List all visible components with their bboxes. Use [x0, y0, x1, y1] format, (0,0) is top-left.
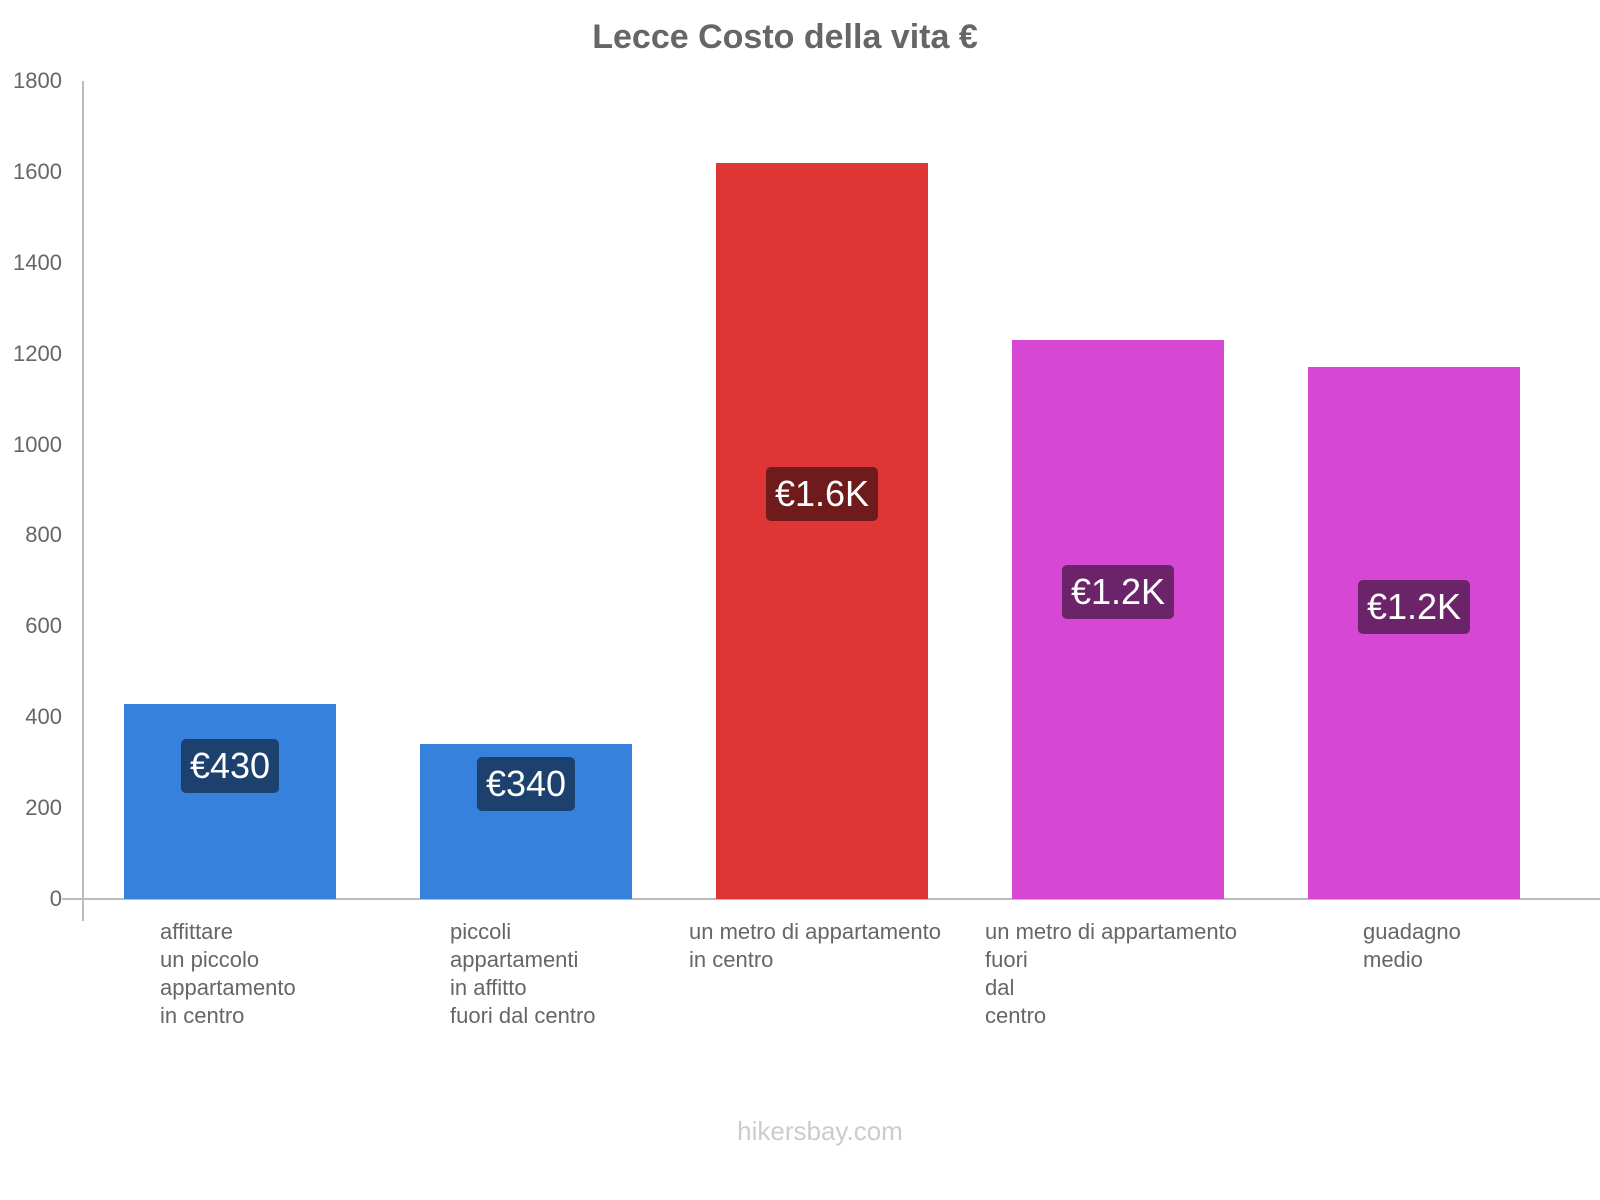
bar-value-badge: €340 — [476, 757, 576, 812]
y-tick-label: 200 — [25, 795, 62, 821]
y-tick-label: 600 — [25, 613, 62, 639]
y-tick-label: 1800 — [13, 68, 62, 93]
bar[interactable] — [716, 162, 928, 899]
y-tick-label: 1600 — [13, 158, 62, 184]
y-tick-label: 1400 — [13, 249, 62, 275]
y-axis-line — [82, 81, 84, 921]
watermark: hikersbay.com — [737, 1116, 903, 1146]
x-category-label: affittare un piccolo appartamento in cen… — [160, 919, 296, 1028]
x-category-label: guadagno medio — [1363, 919, 1461, 972]
bar[interactable] — [124, 703, 336, 899]
chart-title: Lecce Costo della vita € — [592, 18, 978, 56]
bar-value-badge: €1.2K — [1061, 564, 1175, 619]
x-category-label: un metro di appartamento in centro — [689, 919, 941, 972]
bar-value-badge: €1.6K — [765, 467, 879, 522]
bar-value-badge: €430 — [180, 738, 280, 793]
x-category-label: un metro di appartamento fuori dal centr… — [985, 919, 1237, 1028]
y-tick-label: 0 — [49, 886, 62, 911]
x-axis-line — [62, 898, 1600, 900]
y-tick-label: 1000 — [13, 431, 62, 457]
y-tick-label: 800 — [25, 522, 62, 548]
bar-value-badge: €1.2K — [1357, 579, 1471, 634]
x-category-label: piccoli appartamenti in affitto fuori da… — [450, 919, 596, 1028]
y-tick-label: 1200 — [13, 340, 62, 366]
bar[interactable] — [1012, 340, 1224, 899]
y-tick-label: 400 — [25, 704, 62, 730]
